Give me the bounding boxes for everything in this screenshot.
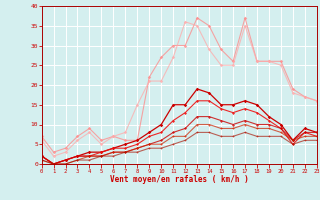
X-axis label: Vent moyen/en rafales ( km/h ): Vent moyen/en rafales ( km/h ) — [110, 175, 249, 184]
